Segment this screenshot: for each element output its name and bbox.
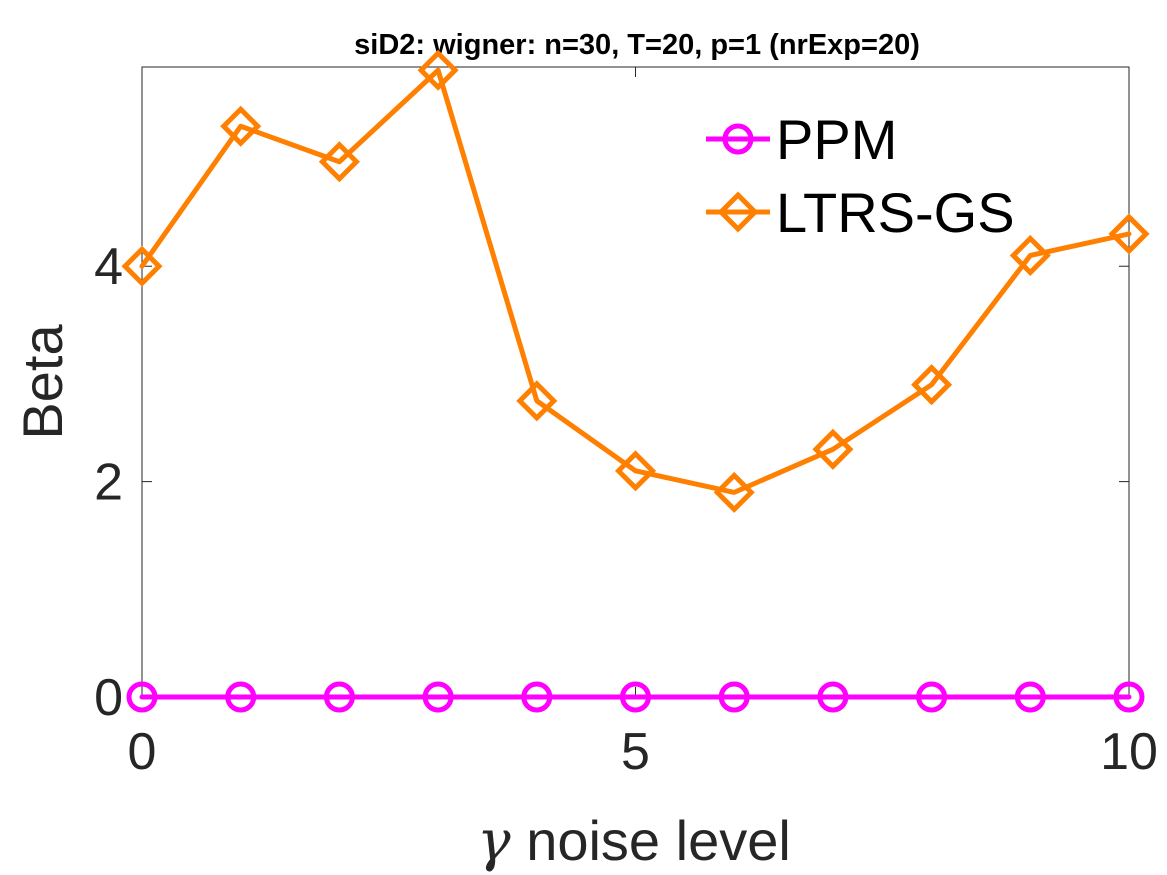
- legend-label-ppm: PPM: [776, 108, 897, 171]
- axis-ticks: 0 5 10 0 2 4: [94, 67, 1158, 781]
- series-layer: [121, 49, 1150, 713]
- x-axis-label-text: noise level: [526, 809, 791, 872]
- x-tick-label: 10: [1100, 723, 1158, 781]
- legend: PPM LTRS-GS: [706, 108, 1015, 244]
- x-tick-label: 0: [128, 723, 157, 781]
- y-tick-label: 2: [94, 454, 123, 512]
- data-point-ppm: [126, 681, 158, 713]
- data-point-ppm: [1113, 681, 1145, 713]
- data-point-ltrs-gs: [614, 450, 657, 492]
- legend-marker-ltrs-gs: [717, 191, 759, 233]
- data-point-ltrs-gs: [1108, 213, 1150, 255]
- legend-label-ltrs-gs: LTRS-GS: [776, 181, 1015, 244]
- data-point-ppm: [225, 681, 257, 713]
- data-point-ppm: [1014, 681, 1046, 713]
- data-point-ltrs-gs: [713, 471, 755, 513]
- y-tick-label: 0: [94, 669, 123, 727]
- data-point-ltrs-gs: [516, 380, 558, 422]
- y-axis-label: Beta: [11, 324, 74, 440]
- data-point-ltrs-gs: [318, 141, 360, 183]
- data-point-ltrs-gs: [220, 105, 262, 147]
- chart-title: siD2: wigner: n=30, T=20, p=1 (nrExp=20): [354, 29, 920, 61]
- series-ppm: [126, 681, 1145, 713]
- data-point-ppm: [916, 681, 948, 713]
- series-ltrs-gs: [121, 49, 1150, 513]
- data-point-ltrs-gs: [812, 428, 854, 470]
- data-point-ppm: [422, 681, 454, 713]
- legend-marker-ppm: [722, 123, 754, 155]
- x-axis-label: γ noise level: [477, 809, 791, 874]
- data-point-ltrs-gs: [911, 364, 953, 406]
- data-point-ltrs-gs: [121, 245, 163, 287]
- data-point-ltrs-gs: [417, 49, 459, 91]
- data-point-ppm: [323, 681, 355, 713]
- legend-item-ltrs-gs: LTRS-GS: [706, 181, 1015, 244]
- x-tick-label: 5: [621, 723, 650, 781]
- legend-item-ppm: PPM: [706, 108, 897, 171]
- data-point-ltrs-gs: [1009, 234, 1051, 276]
- data-point-ppm: [718, 681, 750, 713]
- data-point-ppm: [521, 681, 553, 713]
- data-point-ppm: [620, 681, 651, 713]
- data-point-ppm: [817, 681, 849, 713]
- series-line-ltrs-gs: [139, 67, 1132, 495]
- x-axis-label-symbol: γ: [477, 809, 511, 874]
- y-tick-label: 4: [94, 238, 123, 296]
